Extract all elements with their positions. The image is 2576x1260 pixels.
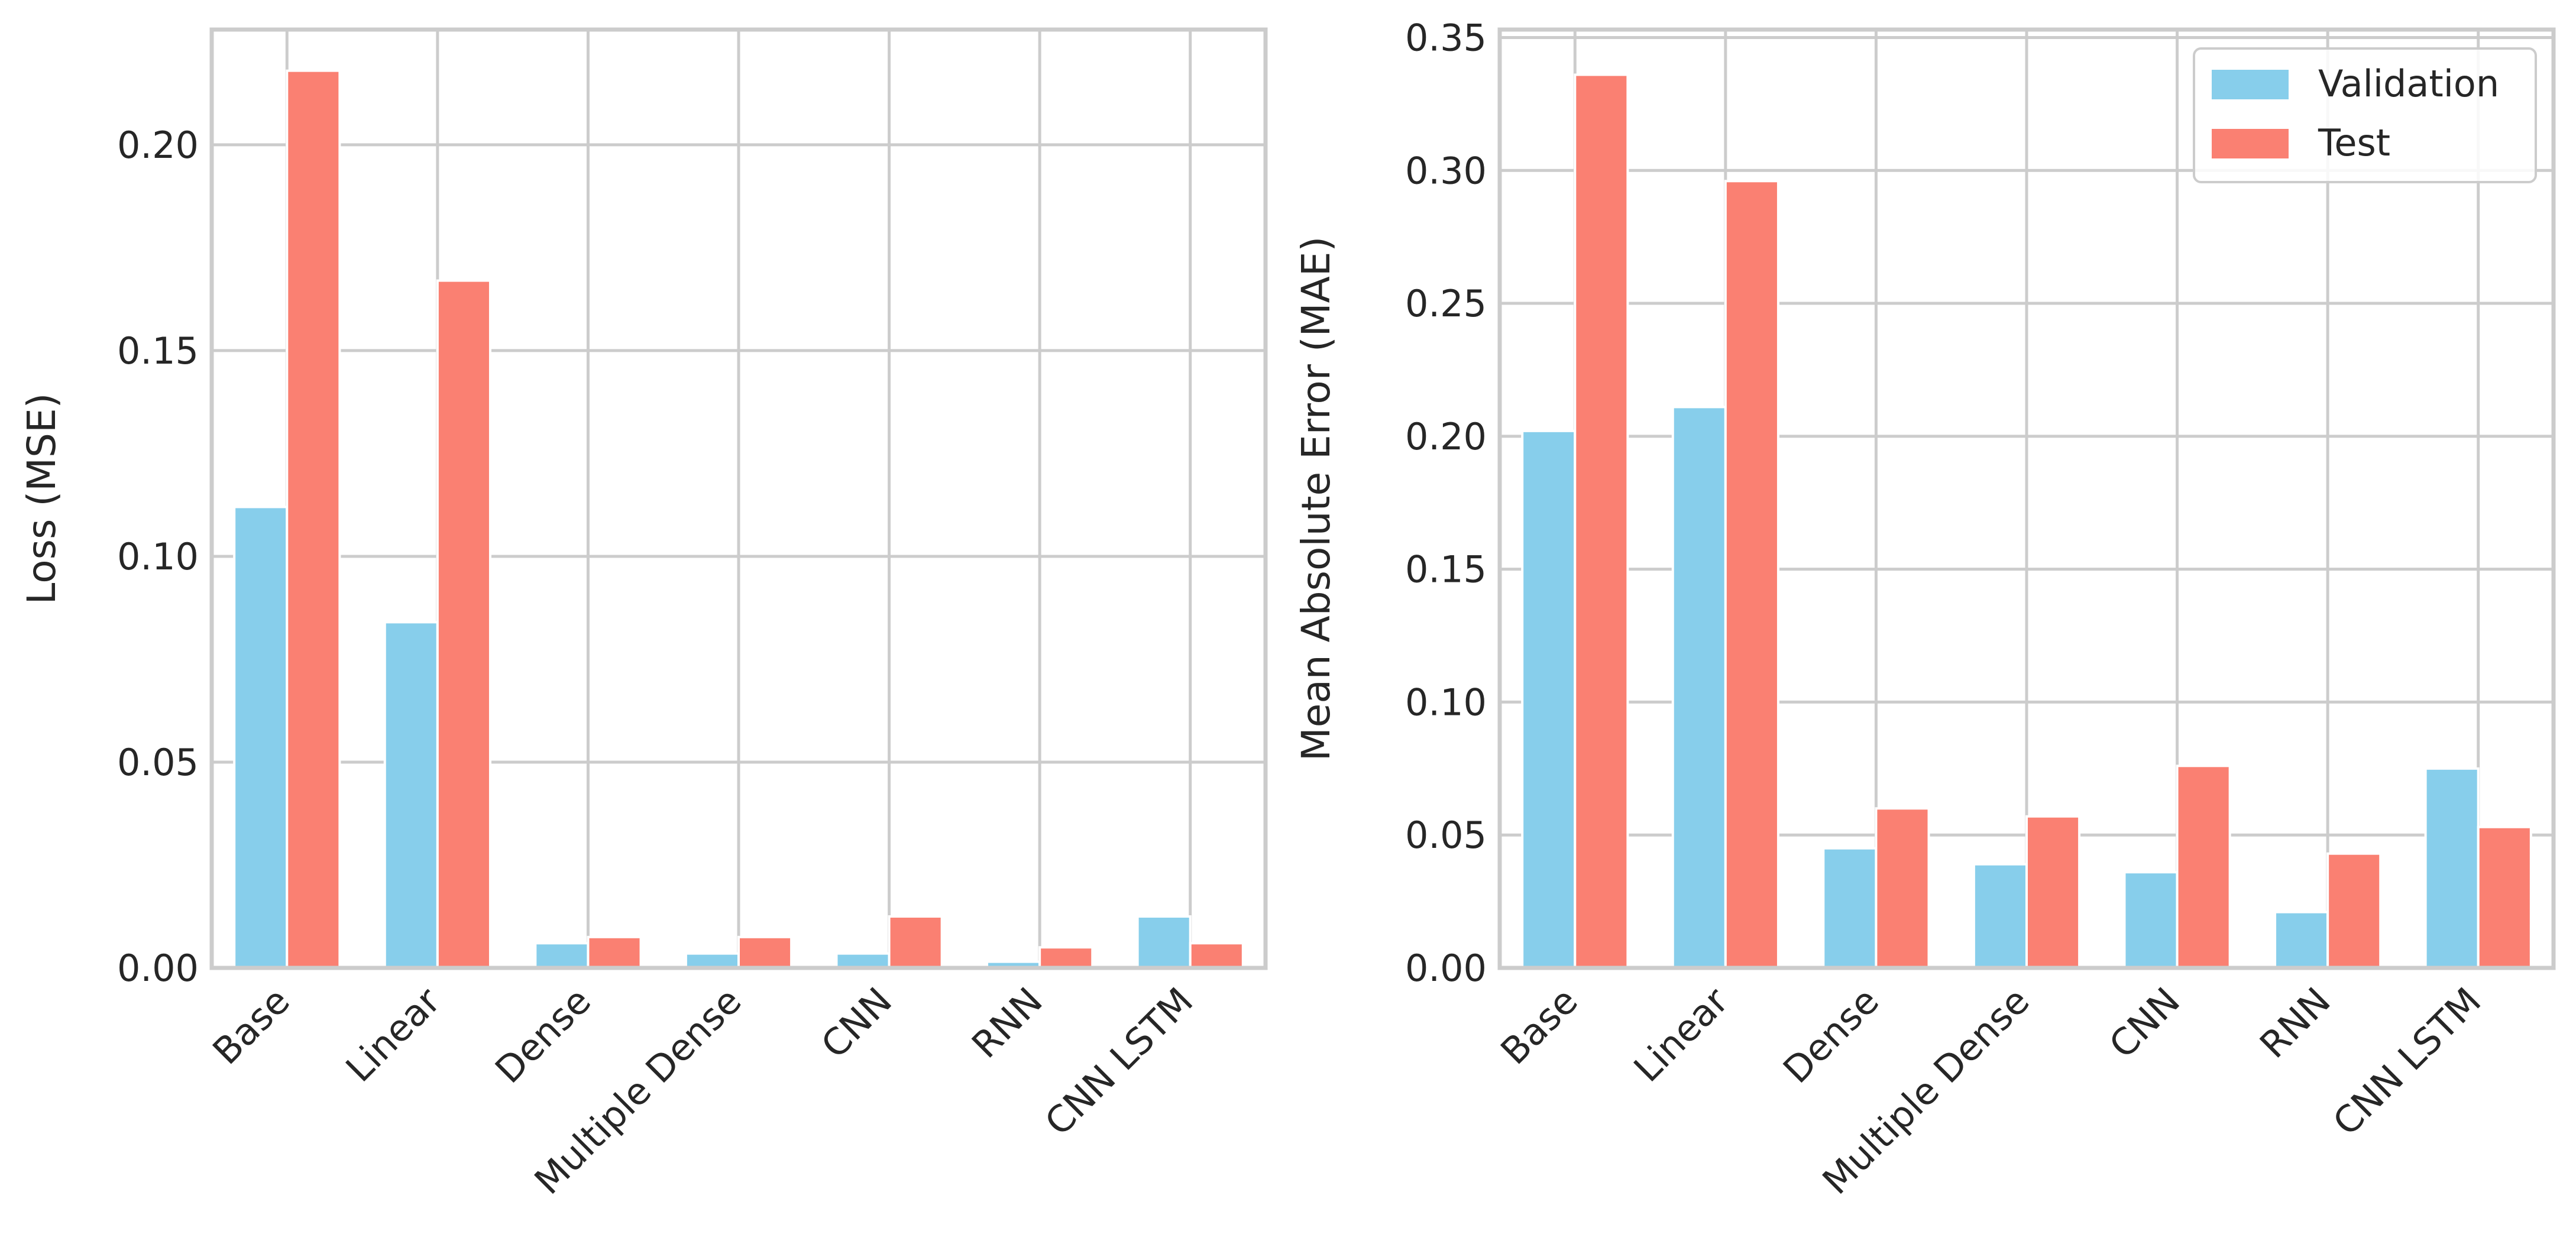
mae-chart-bar-validation-linear	[1671, 406, 1727, 969]
legend-label-test: Test	[2318, 121, 2390, 164]
legend: Validation Test	[2193, 47, 2537, 183]
mae-chart-bar-validation-rnn	[2274, 911, 2329, 969]
loss-chart-ytick-label: 0.00	[117, 947, 199, 990]
loss-chart-frame	[209, 27, 1268, 970]
legend-swatch-test	[2212, 129, 2289, 158]
mae-chart-bar-test-rnn	[2326, 852, 2382, 970]
loss-chart-bar-validation-base	[233, 506, 289, 969]
mae-chart-ytick-label: 0.20	[1405, 415, 1487, 458]
loss-chart-ytick-label: 0.05	[117, 741, 199, 784]
mae-chart-bar-test-cnn-lstm	[2477, 825, 2532, 969]
mae-chart-bar-test-linear	[1724, 180, 1779, 969]
loss-chart-bar-validation-multiple-dense	[684, 952, 740, 970]
mae-chart-bar-validation-cnn	[2123, 871, 2179, 969]
mae-chart-bar-test-base	[1574, 73, 1629, 970]
legend-swatch-validation	[2212, 70, 2289, 99]
mae-chart-ytick-label: 0.15	[1405, 548, 1487, 591]
mae-chart-ytick-label: 0.05	[1405, 814, 1487, 857]
mae-chart-bar-validation-dense	[1822, 847, 1878, 969]
mae-chart-bar-validation-base	[1521, 429, 1577, 969]
loss-chart-bar-test-base	[286, 69, 341, 970]
mae-chart-bar-test-multiple-dense	[2025, 815, 2081, 969]
mae-chart-bars	[1521, 73, 2532, 970]
mae-chart-ytick-label: 0.10	[1405, 681, 1487, 724]
mae-chart-bar-validation-multiple-dense	[1972, 863, 2028, 970]
mae-chart-ytick-label: 0.00	[1405, 947, 1487, 990]
loss-chart-bar-test-rnn	[1038, 946, 1094, 970]
loss-chart-ytick-label: 0.15	[117, 329, 199, 373]
legend-label-validation: Validation	[2318, 62, 2499, 105]
loss-chart-bar-validation-cnn-lstm	[1136, 915, 1192, 969]
mae-chart-ylabel: Mean Absolute Error (MAE)	[1293, 237, 1339, 761]
loss-chart-ytick-label: 0.20	[117, 124, 199, 167]
loss-chart-bar-test-linear	[436, 279, 491, 969]
mae-chart-ytick-label: 0.30	[1405, 149, 1487, 192]
loss-chart-bar-test-dense	[587, 935, 642, 969]
mae-chart-frame	[1497, 27, 2556, 970]
loss-chart-bar-test-cnn-lstm	[1189, 942, 1244, 969]
loss-chart-bar-validation-dense	[534, 942, 590, 969]
loss-chart-bar-test-multiple-dense	[737, 935, 793, 969]
loss-chart-bar-validation-linear	[383, 621, 439, 969]
loss-chart-ylabel: Loss (MSE)	[19, 393, 64, 605]
mae-chart-bar-test-cnn	[2176, 765, 2231, 970]
loss-chart-grid	[212, 30, 1266, 970]
mae-chart-ytick-label: 0.25	[1405, 282, 1487, 325]
mae-chart-ytick-label: 0.35	[1405, 16, 1487, 59]
mae-chart-bar-validation-cnn-lstm	[2424, 767, 2480, 970]
mae-chart-bar-test-dense	[1875, 807, 1930, 970]
loss-chart-ytick-label: 0.10	[117, 535, 199, 578]
loss-chart-bar-test-cnn	[888, 915, 943, 969]
loss-chart-bars	[233, 69, 1244, 970]
loss-chart-bar-validation-cnn	[835, 952, 891, 970]
